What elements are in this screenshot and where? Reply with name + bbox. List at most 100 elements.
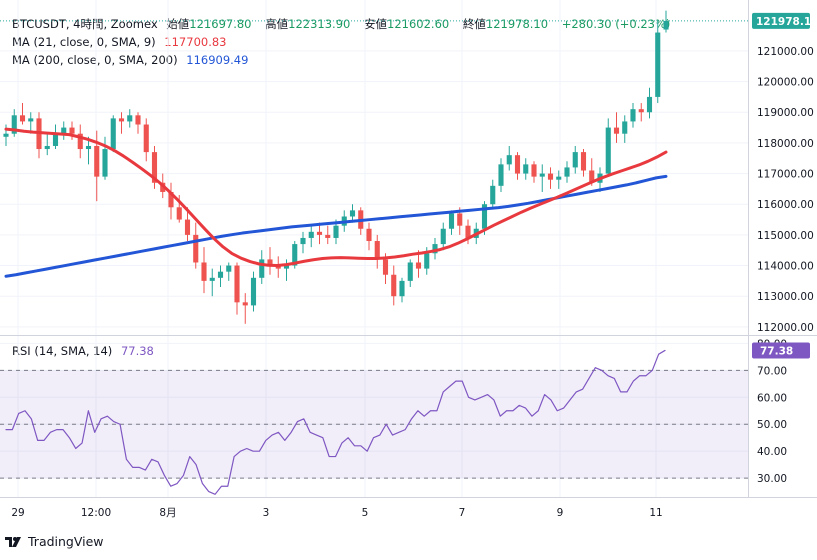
candle-body [110, 118, 116, 150]
candle-body [209, 277, 215, 281]
candle-body [127, 115, 133, 122]
candle [234, 262, 240, 315]
candle [539, 164, 545, 192]
candle-body [176, 207, 182, 220]
candle [646, 87, 653, 119]
candle-body [292, 244, 298, 266]
candle [622, 115, 628, 143]
price-tick-label: 120000.00 [757, 77, 814, 89]
candle [143, 118, 149, 162]
candle-body [94, 145, 100, 177]
time-tick-label: 5 [362, 507, 369, 519]
rsi-legend[interactable]: RSI (14, SMA, 14) 77.38 [12, 344, 159, 358]
candle-body [201, 262, 207, 281]
candle-body [242, 302, 248, 306]
rsi-tick-label: 50.00 [757, 419, 787, 431]
candle-body [19, 115, 26, 122]
candle-body [226, 265, 232, 272]
candle [374, 234, 380, 269]
candle-body [349, 210, 356, 217]
candle-body [638, 109, 644, 113]
candle-body [531, 164, 537, 177]
candle [448, 210, 455, 235]
candle [85, 136, 92, 165]
candle-body [143, 124, 149, 153]
candle-body [613, 127, 620, 134]
candle [201, 247, 207, 294]
candle [102, 136, 108, 180]
candle-body [572, 152, 578, 168]
candle-body [135, 115, 141, 125]
candle [440, 222, 446, 251]
candle [580, 149, 587, 177]
candle [209, 268, 215, 297]
candle [127, 109, 133, 128]
price-tick-label: 116000.00 [757, 199, 814, 211]
candle [613, 112, 620, 143]
candle-body [564, 167, 570, 177]
candle [110, 115, 116, 153]
candle [250, 271, 257, 312]
rsi-value: 77.38 [120, 344, 154, 358]
price-tick-label: 115000.00 [757, 230, 814, 242]
candle-body [374, 241, 380, 260]
last-price-badge-label: 121978.10 [756, 16, 817, 28]
candle [391, 265, 397, 306]
rsi-line [5, 349, 666, 495]
candle [547, 167, 554, 189]
candle-body [275, 265, 281, 269]
last-price-badge-bg [752, 12, 810, 29]
candle [308, 225, 314, 248]
price-tick-label: 121000.00 [757, 46, 814, 58]
candle [663, 10, 669, 33]
candle-body [259, 259, 265, 278]
time-tick-label: 3 [263, 507, 270, 519]
candle [61, 121, 67, 140]
candle-body [646, 96, 653, 113]
candle-body [184, 219, 191, 235]
candle-body [11, 115, 17, 134]
candle-body [622, 121, 628, 134]
candle-body [61, 127, 67, 134]
candle-body [440, 228, 446, 245]
ma200-label: MA (200, close, 0, SMA, 200) [12, 53, 178, 67]
ma21-value: 117700.83 [164, 35, 227, 49]
ma200-legend[interactable]: MA (200, close, 0, SMA, 200) 116909.49 [12, 53, 253, 67]
candle-body [399, 280, 405, 297]
candle-body [605, 127, 611, 174]
tradingview-logo[interactable]: TradingView [5, 534, 104, 549]
rsi-tick-label: 30.00 [757, 473, 787, 485]
candle [316, 222, 323, 245]
candle [407, 259, 413, 288]
candle [325, 225, 331, 245]
candle-body [556, 176, 562, 180]
candle-body [448, 213, 455, 229]
rsi-tick-label: 40.00 [757, 446, 787, 458]
ma21-label: MA (21, close, 0, SMA, 9) [12, 35, 156, 49]
candle [44, 133, 50, 156]
candle [184, 207, 191, 242]
candle [226, 262, 232, 281]
candle-body [168, 191, 174, 208]
candle [135, 112, 141, 134]
candle [572, 145, 578, 174]
time-tick-label: 8月 [159, 507, 176, 519]
candle [118, 112, 125, 134]
candle [564, 161, 570, 183]
rsi-badge-bg [752, 342, 810, 359]
candle [506, 145, 512, 171]
time-tick-label: 9 [557, 507, 564, 519]
candle [52, 124, 59, 150]
candle [514, 152, 521, 180]
candle [349, 204, 356, 223]
candle [267, 247, 273, 275]
candle-body [77, 133, 83, 150]
candle [556, 170, 562, 189]
candle [399, 277, 405, 303]
candle [638, 103, 644, 122]
ma21-legend[interactable]: MA (21, close, 0, SMA, 9) 117700.83 [12, 35, 232, 49]
candle [300, 231, 306, 254]
candle-body [283, 265, 290, 269]
candle-body [267, 259, 273, 266]
